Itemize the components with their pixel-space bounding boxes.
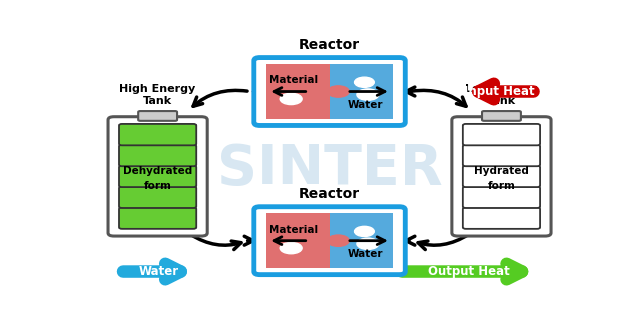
- Text: Material: Material: [269, 75, 318, 86]
- FancyBboxPatch shape: [119, 124, 196, 145]
- Text: SINTER: SINTER: [217, 142, 442, 196]
- FancyBboxPatch shape: [482, 111, 521, 121]
- Circle shape: [357, 89, 379, 100]
- FancyBboxPatch shape: [119, 207, 196, 229]
- Text: Material: Material: [269, 224, 318, 234]
- FancyBboxPatch shape: [452, 117, 551, 236]
- Text: form: form: [143, 181, 172, 190]
- FancyBboxPatch shape: [463, 124, 540, 145]
- Text: Output Heat: Output Heat: [428, 265, 510, 278]
- Text: Water: Water: [348, 100, 384, 110]
- FancyBboxPatch shape: [119, 145, 196, 166]
- Text: Low energy
Tank: Low energy Tank: [466, 84, 538, 106]
- FancyBboxPatch shape: [119, 187, 196, 208]
- Circle shape: [327, 86, 349, 97]
- FancyBboxPatch shape: [463, 187, 540, 208]
- Text: Reactor: Reactor: [299, 187, 360, 201]
- Circle shape: [327, 235, 349, 246]
- FancyBboxPatch shape: [463, 145, 540, 166]
- Circle shape: [354, 77, 374, 88]
- Text: Water: Water: [139, 265, 179, 278]
- FancyBboxPatch shape: [254, 57, 405, 126]
- Circle shape: [280, 242, 302, 254]
- FancyBboxPatch shape: [119, 166, 196, 187]
- Bar: [266, 213, 329, 269]
- FancyBboxPatch shape: [254, 207, 405, 275]
- Circle shape: [280, 93, 302, 105]
- Text: Input Heat: Input Heat: [464, 85, 534, 98]
- Text: form: form: [487, 181, 516, 190]
- Bar: [266, 64, 329, 119]
- FancyBboxPatch shape: [108, 117, 207, 236]
- Circle shape: [357, 238, 379, 249]
- Text: Dehydrated: Dehydrated: [123, 166, 192, 176]
- FancyBboxPatch shape: [138, 111, 177, 121]
- Bar: [330, 64, 394, 119]
- Bar: [330, 213, 394, 269]
- Circle shape: [354, 226, 374, 236]
- Text: Hydrated: Hydrated: [474, 166, 529, 176]
- Text: Water: Water: [348, 249, 384, 259]
- FancyBboxPatch shape: [463, 207, 540, 229]
- Text: High Energy
Tank: High Energy Tank: [120, 84, 195, 106]
- Text: Reactor: Reactor: [299, 38, 360, 52]
- FancyBboxPatch shape: [463, 166, 540, 187]
